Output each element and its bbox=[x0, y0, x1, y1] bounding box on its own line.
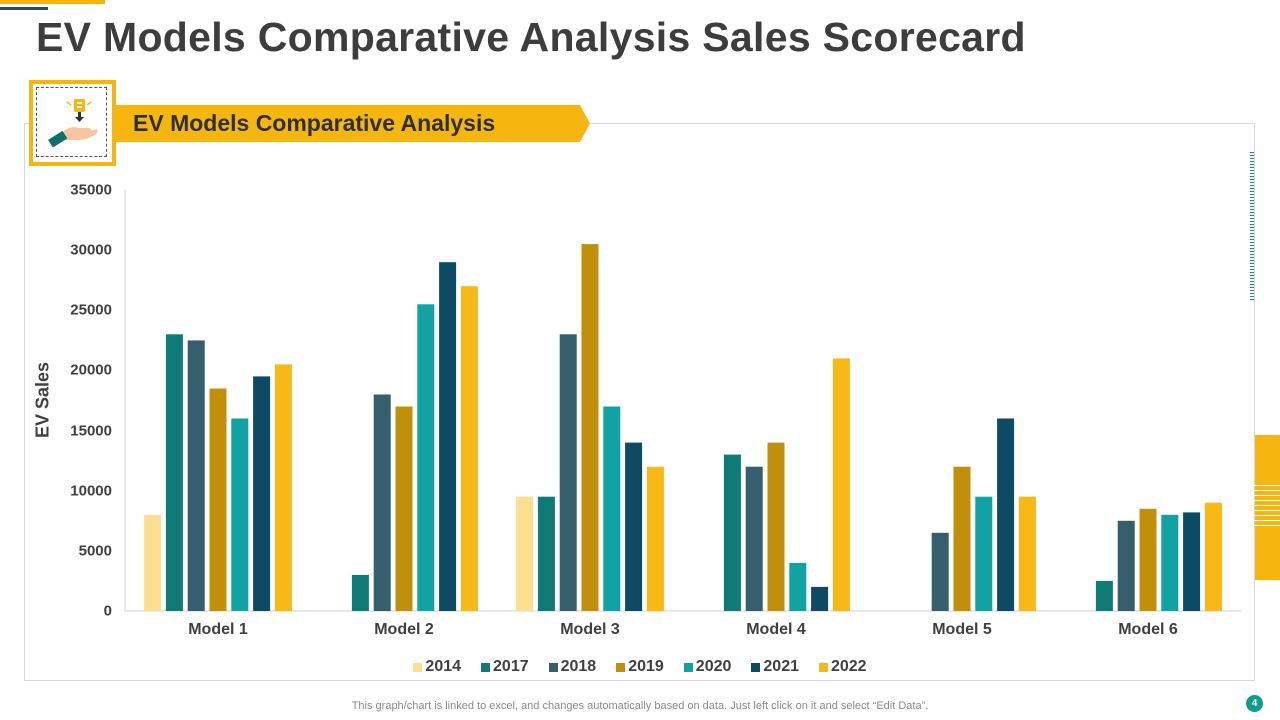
section-icon-frame bbox=[29, 80, 116, 166]
bar-model-3-2022[interactable] bbox=[646, 466, 664, 611]
bar-model-1-2014[interactable] bbox=[144, 514, 162, 611]
bar-model-3-2021[interactable] bbox=[625, 442, 643, 611]
bar-model-2-2022[interactable] bbox=[460, 286, 478, 611]
x-tick-label: Model 4 bbox=[746, 621, 806, 638]
x-tick-label: Model 2 bbox=[374, 621, 434, 638]
bar-model-2-2019[interactable] bbox=[395, 406, 413, 612]
bar-model-4-2022[interactable] bbox=[832, 358, 850, 611]
bar-model-1-2017[interactable] bbox=[165, 334, 183, 611]
legend-item-2022[interactable]: 2022 bbox=[818, 658, 867, 676]
bar-model-1-2021[interactable] bbox=[253, 376, 271, 611]
legend-swatch bbox=[751, 662, 761, 672]
bar-model-2-2017[interactable] bbox=[351, 574, 369, 611]
bar-model-3-2020[interactable] bbox=[603, 406, 621, 612]
bar-model-2-2020[interactable] bbox=[417, 304, 435, 611]
x-tick-label: Model 3 bbox=[560, 621, 620, 638]
x-tick-label: Model 1 bbox=[188, 621, 248, 638]
bar-model-6-2022[interactable] bbox=[1204, 502, 1222, 611]
y-tick-label: 35000 bbox=[70, 181, 112, 199]
bar-model-2-2021[interactable] bbox=[439, 262, 457, 611]
bar-model-6-2019[interactable] bbox=[1139, 508, 1157, 611]
legend-swatch bbox=[818, 662, 828, 672]
y-tick-label: 0 bbox=[103, 602, 112, 620]
bar-model-4-2018[interactable] bbox=[745, 466, 763, 611]
bar-model-3-2014[interactable] bbox=[516, 496, 534, 611]
y-tick-label: 5000 bbox=[78, 542, 112, 560]
bar-model-5-2020[interactable] bbox=[975, 496, 993, 611]
section-banner bbox=[114, 105, 590, 142]
legend-label: 2014 bbox=[425, 658, 462, 675]
legend-label: 2021 bbox=[763, 658, 799, 675]
y-tick-label: 10000 bbox=[70, 482, 112, 500]
top-accent-bar-dark bbox=[0, 7, 48, 10]
x-tick-label: Model 6 bbox=[1118, 621, 1178, 638]
x-tick-label: Model 5 bbox=[932, 621, 992, 638]
legend-item-2019[interactable]: 2019 bbox=[616, 658, 664, 676]
bar-model-4-2020[interactable] bbox=[789, 562, 807, 611]
bar-model-1-2020[interactable] bbox=[231, 418, 249, 612]
legend-swatch bbox=[616, 662, 626, 672]
legend-label: 2018 bbox=[560, 658, 597, 675]
bar-model-3-2019[interactable] bbox=[581, 244, 599, 611]
legend-label: 2019 bbox=[628, 658, 664, 675]
bar-model-5-2018[interactable] bbox=[931, 532, 949, 611]
legend-item-2021[interactable]: 2021 bbox=[751, 658, 799, 676]
bar-model-5-2022[interactable] bbox=[1018, 496, 1036, 611]
legend-label: 2020 bbox=[695, 658, 732, 675]
bar-model-1-2019[interactable] bbox=[209, 388, 227, 612]
bar-model-6-2018[interactable] bbox=[1117, 520, 1135, 611]
page-number-badge: 4 bbox=[1246, 695, 1263, 712]
top-accent-bar bbox=[0, 0, 105, 4]
legend-item-2018[interactable]: 2018 bbox=[548, 658, 597, 676]
chart-frame bbox=[24, 123, 1255, 681]
legend-swatch bbox=[683, 662, 693, 672]
y-tick-label: 30000 bbox=[70, 241, 112, 259]
y-tick-label: 20000 bbox=[70, 361, 112, 379]
bar-model-1-2022[interactable] bbox=[274, 364, 292, 611]
footer-note: This graph/chart is linked to excel, and… bbox=[351, 700, 929, 712]
bar-model-6-2017[interactable] bbox=[1095, 580, 1113, 611]
legend-item-2014[interactable]: 2014 bbox=[413, 658, 461, 676]
section-banner-title: EV Models Comparative Analysis bbox=[133, 110, 496, 136]
page-title: EV Models Comparative Analysis Sales Sco… bbox=[36, 14, 1026, 60]
bar-model-3-2018[interactable] bbox=[559, 334, 577, 611]
bar-model-4-2017[interactable] bbox=[723, 454, 741, 611]
bar-model-1-2018[interactable] bbox=[187, 340, 205, 611]
bar-model-6-2020[interactable] bbox=[1161, 514, 1179, 611]
legend-label: 2022 bbox=[830, 658, 867, 675]
hand-holding-charger-icon bbox=[48, 99, 98, 148]
legend-swatch bbox=[413, 662, 423, 672]
bar-model-4-2019[interactable] bbox=[767, 442, 785, 611]
bar-model-3-2017[interactable] bbox=[537, 496, 555, 611]
bar-model-5-2021[interactable] bbox=[997, 418, 1015, 612]
legend-swatch bbox=[548, 662, 558, 672]
chart-legend: 2014 2017 2018 2019 2020 2021 2022 bbox=[0, 658, 1280, 676]
bar-model-2-2018[interactable] bbox=[373, 394, 391, 612]
bar-model-6-2021[interactable] bbox=[1183, 512, 1201, 611]
bar-model-4-2021[interactable] bbox=[811, 586, 829, 611]
y-tick-label: 25000 bbox=[70, 301, 112, 319]
decorative-side-lines bbox=[1255, 485, 1280, 530]
bar-model-5-2019[interactable] bbox=[953, 466, 971, 611]
decorative-stripes bbox=[1250, 152, 1254, 302]
legend-item-2017[interactable]: 2017 bbox=[481, 658, 529, 676]
legend-item-2020[interactable]: 2020 bbox=[683, 658, 732, 676]
legend-label: 2017 bbox=[493, 658, 529, 675]
y-tick-label: 15000 bbox=[70, 422, 112, 440]
legend-swatch bbox=[481, 662, 491, 672]
